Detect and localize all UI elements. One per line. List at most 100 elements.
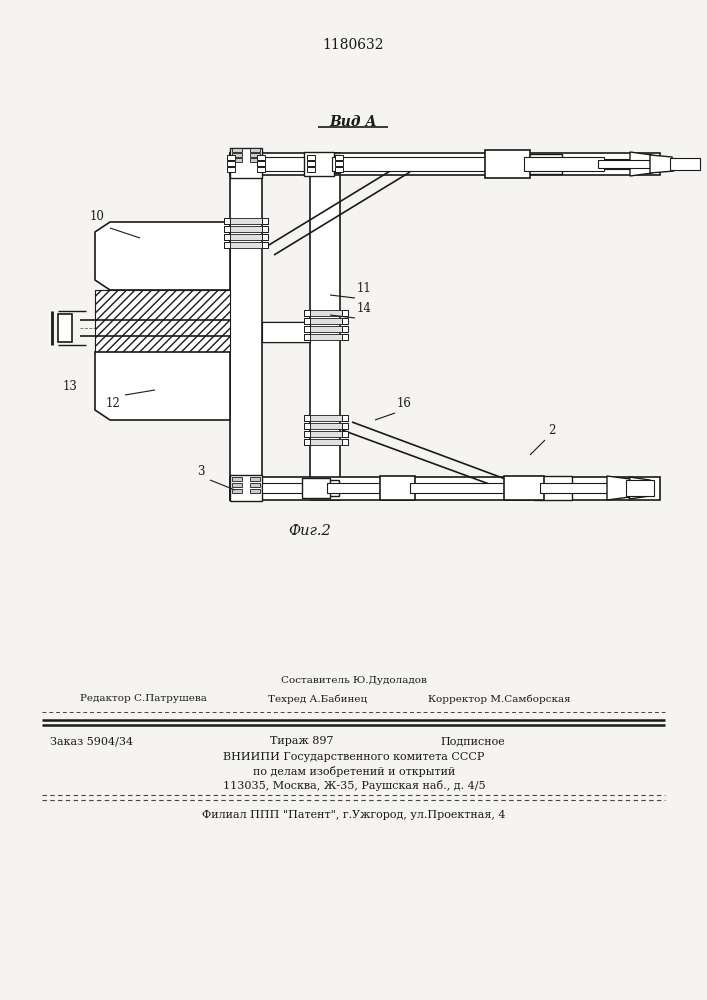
Bar [342,326,348,332]
Bar [410,483,510,493]
Bar [504,476,544,500]
Bar [304,431,348,437]
Bar [342,431,348,437]
Bar [262,483,307,493]
Text: Составитель Ю.Дудоладов: Составитель Ю.Дудоладов [281,676,427,685]
Bar [224,234,268,240]
Bar [262,218,268,224]
Bar [534,476,572,500]
Bar [307,155,315,160]
Bar [232,158,242,162]
Bar [58,314,72,342]
Bar [304,423,348,429]
Bar [310,153,340,500]
Text: Фиг.2: Фиг.2 [288,524,332,538]
Text: Вид А: Вид А [329,115,377,129]
Text: Техред А.Бабинец: Техред А.Бабинец [268,694,367,704]
Text: 1180632: 1180632 [322,38,384,52]
Bar [304,326,348,332]
Text: Заказ 5904/34: Заказ 5904/34 [50,736,133,746]
Bar [335,167,343,172]
Bar [250,153,260,157]
Bar [304,415,310,421]
Bar [304,431,310,437]
Bar [304,310,348,316]
Bar [262,322,310,342]
Bar [224,226,230,232]
Bar [562,159,632,169]
Bar [224,242,230,248]
Bar [250,148,260,152]
Text: по делам изобретений и открытий: по делам изобретений и открытий [253,766,455,777]
Polygon shape [95,222,230,290]
Polygon shape [607,476,630,500]
Bar [304,334,348,340]
Bar [412,484,542,492]
Bar [304,152,334,176]
Bar [485,150,530,178]
Bar [312,155,340,173]
Bar [224,234,230,240]
Bar [339,484,389,492]
Bar [230,477,660,500]
Bar [335,161,343,166]
Bar [626,480,654,496]
Bar [257,155,265,160]
Bar [304,326,310,332]
Bar [572,484,632,492]
Bar [342,334,348,340]
Text: 16: 16 [397,397,412,410]
Bar [342,415,348,421]
Bar [262,484,322,492]
Bar [227,161,235,166]
Bar [230,475,262,501]
Text: Филиал ППП "Патент", г.Ужгород, ул.Проектная, 4: Филиал ППП "Патент", г.Ужгород, ул.Проек… [202,810,506,820]
Bar [598,160,653,168]
Bar [670,158,700,170]
Bar [262,226,268,232]
Bar [232,489,242,493]
Bar [95,290,230,352]
Text: 2: 2 [548,424,556,437]
Bar [224,226,268,232]
Bar [317,480,339,496]
Polygon shape [630,152,652,176]
Bar [342,310,348,316]
Bar [342,439,348,445]
Bar [230,153,262,500]
Bar [304,423,310,429]
Polygon shape [95,352,230,420]
Text: ВНИИПИ Государственного комитета СССР: ВНИИПИ Государственного комитета СССР [223,752,485,762]
Bar [232,153,242,157]
Polygon shape [629,477,650,499]
Bar [327,483,387,493]
Text: 10: 10 [90,210,105,223]
Bar [227,155,235,160]
Bar [250,489,260,493]
Bar [250,158,260,162]
Bar [250,477,260,481]
Bar [257,161,265,166]
Bar [304,439,348,445]
Bar [342,318,348,324]
Bar [335,155,343,160]
Text: 11: 11 [357,282,372,295]
Text: 3: 3 [197,465,205,478]
Text: Тираж 897: Тираж 897 [270,736,334,746]
Bar [307,167,315,172]
Text: Подписное: Подписное [440,736,505,746]
Bar [262,234,268,240]
Bar [302,478,330,498]
Bar [262,242,268,248]
Polygon shape [650,155,674,173]
Bar [262,159,332,169]
Bar [230,153,660,175]
Bar [304,415,348,421]
Bar [224,218,268,224]
Text: Редактор С.Патрушева: Редактор С.Патрушева [80,694,207,703]
Bar [340,159,540,169]
Bar [232,148,242,152]
Bar [304,318,348,324]
Bar [230,148,262,178]
Bar [250,483,260,487]
